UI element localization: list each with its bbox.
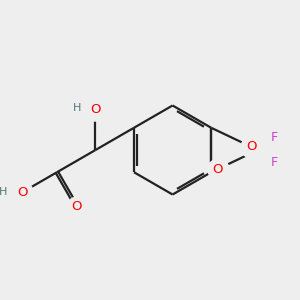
Text: O: O [246,140,256,153]
Text: O: O [90,103,101,116]
Text: F: F [271,156,278,169]
Text: H: H [0,187,8,197]
Text: O: O [72,200,82,214]
Text: F: F [271,131,278,144]
Text: H: H [73,103,81,113]
Text: O: O [212,163,223,176]
Text: O: O [17,186,28,199]
